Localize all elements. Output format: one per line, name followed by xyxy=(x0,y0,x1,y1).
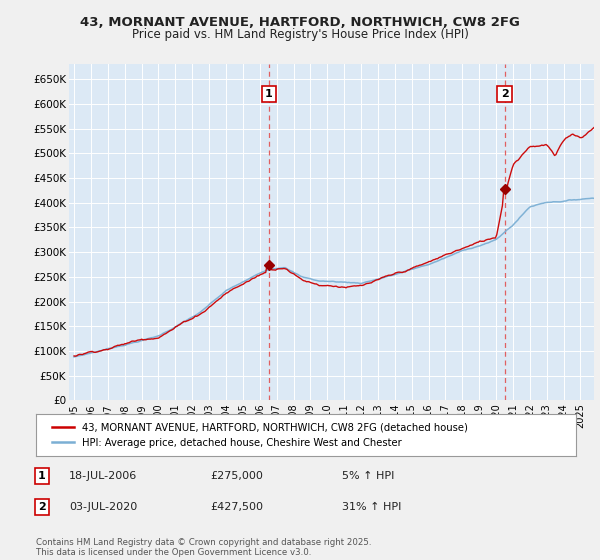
Text: 31% ↑ HPI: 31% ↑ HPI xyxy=(342,502,401,512)
Text: Contains HM Land Registry data © Crown copyright and database right 2025.
This d: Contains HM Land Registry data © Crown c… xyxy=(36,538,371,557)
Text: 18-JUL-2006: 18-JUL-2006 xyxy=(69,471,137,481)
Text: 2: 2 xyxy=(38,502,46,512)
Text: 1: 1 xyxy=(38,471,46,481)
Text: 1: 1 xyxy=(265,89,273,99)
Text: £427,500: £427,500 xyxy=(210,502,263,512)
Text: 5% ↑ HPI: 5% ↑ HPI xyxy=(342,471,394,481)
Text: £275,000: £275,000 xyxy=(210,471,263,481)
Text: 2: 2 xyxy=(500,89,508,99)
Text: 43, MORNANT AVENUE, HARTFORD, NORTHWICH, CW8 2FG: 43, MORNANT AVENUE, HARTFORD, NORTHWICH,… xyxy=(80,16,520,29)
Legend: 43, MORNANT AVENUE, HARTFORD, NORTHWICH, CW8 2FG (detached house), HPI: Average : 43, MORNANT AVENUE, HARTFORD, NORTHWICH,… xyxy=(46,417,474,454)
Text: 03-JUL-2020: 03-JUL-2020 xyxy=(69,502,137,512)
Text: Price paid vs. HM Land Registry's House Price Index (HPI): Price paid vs. HM Land Registry's House … xyxy=(131,28,469,41)
